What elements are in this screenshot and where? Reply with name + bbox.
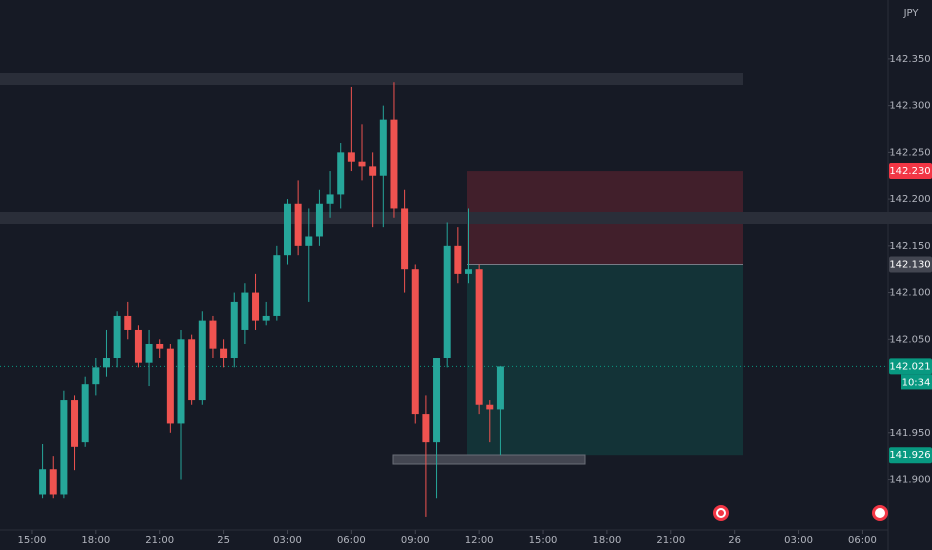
y-tick-label: 142.350 xyxy=(889,54,930,65)
x-tick-label: 21:00 xyxy=(145,535,174,546)
candle-body xyxy=(369,166,377,176)
x-tick-label: 06:00 xyxy=(337,535,366,546)
y-tick-label: 142.300 xyxy=(889,101,930,112)
x-tick-label: 18:00 xyxy=(81,535,110,546)
candle-body xyxy=(326,194,334,204)
zone-box xyxy=(392,454,586,465)
candle-body xyxy=(209,320,217,349)
candle-body xyxy=(337,152,345,195)
y-tick-label: 142.150 xyxy=(889,241,930,252)
candle-body xyxy=(252,292,260,321)
x-tick-label: 25 xyxy=(217,535,230,546)
candle-body xyxy=(92,367,100,385)
candle-body xyxy=(454,245,462,274)
candle-body xyxy=(475,269,483,405)
candle-body xyxy=(401,208,409,270)
target-zone xyxy=(467,264,743,456)
price-label: 141.926 xyxy=(889,450,930,461)
candle-body xyxy=(433,358,441,443)
candle-body xyxy=(188,339,196,401)
candle-body xyxy=(177,339,185,424)
y-tick-label: 142.250 xyxy=(889,147,930,158)
candle-body xyxy=(71,400,79,447)
y-tick-label: 142.200 xyxy=(889,194,930,205)
x-tick-label: 03:00 xyxy=(273,535,302,546)
price-label-box xyxy=(889,358,932,375)
x-tick-label: 26 xyxy=(728,535,741,546)
candle-body xyxy=(113,315,121,359)
price-label: 142.021 xyxy=(889,361,930,372)
candle-body xyxy=(443,245,451,359)
price-label: 142.130 xyxy=(889,260,930,271)
candle-body xyxy=(422,414,430,443)
candle-body xyxy=(124,315,132,330)
candle-body xyxy=(379,119,387,176)
candle-body xyxy=(60,400,68,495)
candle-body xyxy=(411,269,419,415)
candle-body xyxy=(262,315,270,321)
x-tick-label: 03:00 xyxy=(784,535,813,546)
candle-body xyxy=(102,358,110,368)
candle-body xyxy=(496,366,504,410)
x-tick-label: 18:00 xyxy=(592,535,621,546)
price-label-box xyxy=(889,256,932,273)
candle-body xyxy=(390,119,398,209)
candle-body xyxy=(486,404,494,410)
candle-body xyxy=(241,292,249,330)
candle-body xyxy=(156,343,164,349)
candle-body xyxy=(39,469,47,495)
x-tick-label: 21:00 xyxy=(656,535,685,546)
x-tick-label: 15:00 xyxy=(18,535,47,546)
x-tick-label: 15:00 xyxy=(529,535,558,546)
candle-body xyxy=(134,329,142,363)
candle-body xyxy=(230,301,238,359)
y-tick-label: 142.050 xyxy=(889,334,930,345)
price-label-box xyxy=(889,163,932,180)
candle-body xyxy=(294,203,302,246)
candle-body xyxy=(220,348,228,359)
zone-band xyxy=(0,73,743,85)
candle-body xyxy=(283,203,291,256)
x-tick-label: 06:00 xyxy=(848,535,877,546)
y-tick-label: 142.100 xyxy=(889,288,930,299)
alert-icon[interactable] xyxy=(713,505,729,521)
countdown: 10:34 xyxy=(902,377,931,388)
replay-icon[interactable] xyxy=(872,505,888,521)
y-tick-label: 141.900 xyxy=(889,475,930,486)
candle-body xyxy=(81,384,89,443)
price-label: 142.230 xyxy=(889,166,930,177)
candle-body xyxy=(273,255,281,316)
candle-body xyxy=(315,203,323,237)
candle-body xyxy=(464,269,472,274)
candle-body xyxy=(166,348,174,424)
currency: JPY xyxy=(903,8,920,19)
candle-body xyxy=(305,236,313,246)
countdown-box xyxy=(901,374,932,390)
candle-body xyxy=(198,320,206,401)
candle-body xyxy=(145,343,153,363)
zone-band xyxy=(0,212,932,224)
x-tick-label: 09:00 xyxy=(401,535,430,546)
candle-body xyxy=(358,161,366,167)
candle-body xyxy=(347,152,355,162)
price-label-box xyxy=(889,447,932,464)
x-tick-label: 12:00 xyxy=(465,535,494,546)
candle-body xyxy=(49,469,57,495)
y-tick-label: 141.950 xyxy=(889,428,930,439)
